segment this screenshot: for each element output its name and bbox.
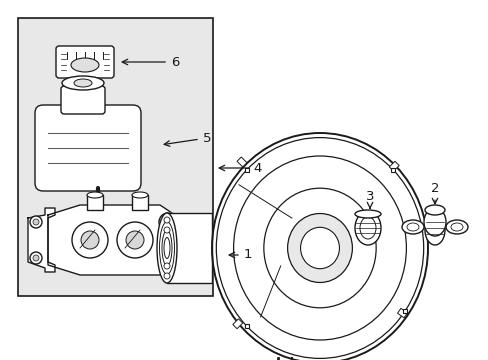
Ellipse shape xyxy=(87,192,103,198)
Text: 1: 1 xyxy=(229,248,252,261)
Ellipse shape xyxy=(450,223,462,231)
Ellipse shape xyxy=(287,213,352,283)
Circle shape xyxy=(30,252,42,264)
Ellipse shape xyxy=(157,213,177,283)
Circle shape xyxy=(159,213,177,231)
Text: 2: 2 xyxy=(430,181,438,204)
Ellipse shape xyxy=(132,192,148,198)
Text: 6: 6 xyxy=(122,55,179,68)
Circle shape xyxy=(163,273,170,279)
Text: 5: 5 xyxy=(164,131,211,146)
Polygon shape xyxy=(167,213,212,283)
Circle shape xyxy=(163,263,170,269)
Ellipse shape xyxy=(264,188,375,308)
Bar xyxy=(388,161,398,171)
Ellipse shape xyxy=(359,217,375,239)
Circle shape xyxy=(163,254,172,262)
FancyBboxPatch shape xyxy=(61,86,105,114)
Ellipse shape xyxy=(74,79,92,87)
Text: 3: 3 xyxy=(365,189,373,208)
Ellipse shape xyxy=(354,211,380,245)
Circle shape xyxy=(81,231,99,249)
Text: 4: 4 xyxy=(219,162,262,175)
Ellipse shape xyxy=(423,208,445,236)
Circle shape xyxy=(117,222,153,258)
Ellipse shape xyxy=(62,76,104,90)
Ellipse shape xyxy=(401,220,423,234)
Ellipse shape xyxy=(424,215,444,245)
Circle shape xyxy=(33,255,39,261)
Circle shape xyxy=(72,222,108,258)
Circle shape xyxy=(163,217,170,223)
Ellipse shape xyxy=(212,133,427,360)
Circle shape xyxy=(159,249,177,267)
Circle shape xyxy=(163,227,170,233)
Ellipse shape xyxy=(300,227,339,269)
Ellipse shape xyxy=(71,58,99,72)
Ellipse shape xyxy=(445,220,467,234)
Bar xyxy=(232,319,242,329)
Polygon shape xyxy=(28,208,55,272)
Ellipse shape xyxy=(354,210,380,218)
FancyBboxPatch shape xyxy=(35,105,141,191)
Circle shape xyxy=(33,219,39,225)
Circle shape xyxy=(30,216,42,228)
FancyBboxPatch shape xyxy=(56,46,114,78)
Bar xyxy=(237,157,246,167)
Bar xyxy=(87,195,103,210)
Bar xyxy=(132,195,148,210)
Circle shape xyxy=(126,231,143,249)
Ellipse shape xyxy=(93,202,103,208)
Ellipse shape xyxy=(424,205,444,215)
Bar xyxy=(18,18,213,296)
Circle shape xyxy=(163,218,172,226)
Bar xyxy=(397,308,407,318)
Ellipse shape xyxy=(406,223,418,231)
Polygon shape xyxy=(48,205,175,275)
